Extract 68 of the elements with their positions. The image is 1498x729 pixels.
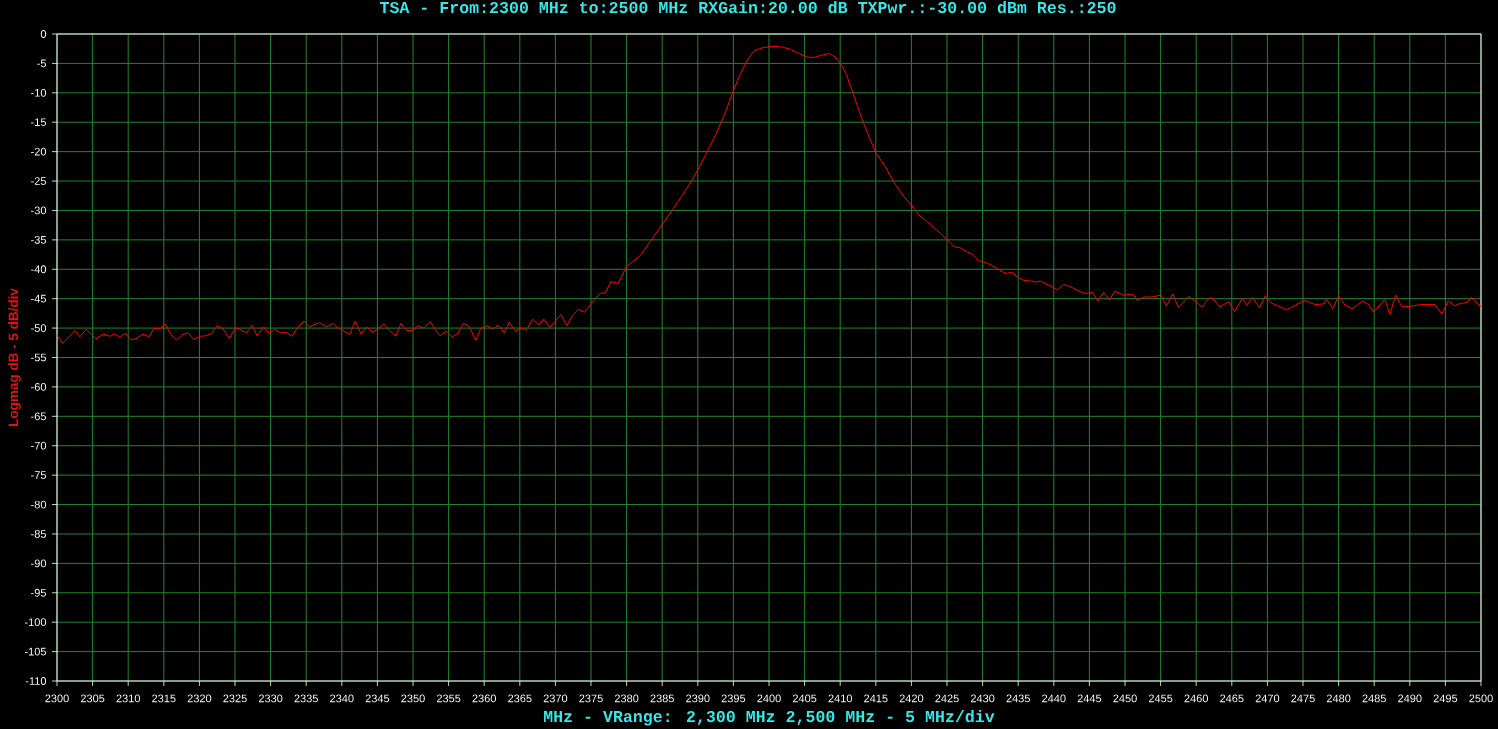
x-tick-label: 2500 — [1469, 694, 1493, 703]
x-tick-label: 2375 — [579, 694, 603, 703]
x-tick-label: 2495 — [1433, 694, 1458, 703]
y-tick-label: -85 — [31, 530, 47, 538]
y-tick-label: -5 — [37, 59, 47, 68]
y-tick-label: -30 — [31, 206, 47, 215]
x-tick-label: 2445 — [1077, 694, 1102, 703]
y-tick-label: -15 — [31, 118, 47, 127]
x-tick-label: 2400 — [757, 694, 781, 703]
y-tick-label: -105 — [24, 647, 47, 656]
x-axis-title: MHz - VRange: 2,300 MHz 2,500 MHz - 5 MHz/div — [544, 709, 995, 726]
x-tick-label: 2450 — [1113, 694, 1137, 703]
y-tick-label: -10 — [31, 88, 47, 97]
line-series — [57, 45, 1481, 344]
y-tick-label: -80 — [31, 500, 47, 509]
x-tick-label: 2320 — [187, 694, 212, 703]
y-tick-label: -35 — [31, 235, 47, 244]
y-tick-label: -110 — [25, 677, 47, 685]
x-tick-label: 2470 — [1255, 694, 1280, 703]
x-tick-label: 2415 — [864, 694, 888, 703]
y-tick-label: -95 — [31, 588, 47, 597]
y-tick-label: -40 — [31, 265, 47, 274]
x-tick-label: 2440 — [1042, 694, 1066, 703]
y-tick-label: -70 — [31, 441, 47, 450]
y-tick-label: -45 — [31, 294, 47, 303]
x-tick-label: 2465 — [1220, 694, 1244, 703]
x-tick-label: 2405 — [792, 694, 817, 703]
x-tick-label: 2365 — [508, 694, 532, 703]
x-tick-label: 2425 — [935, 694, 959, 703]
x-tick-label: 2395 — [721, 694, 746, 703]
x-tick-label: 2340 — [330, 694, 354, 703]
x-tick-label: 2370 — [543, 694, 568, 703]
x-tick-label: 2310 — [116, 694, 140, 703]
x-tick-label: 2350 — [401, 694, 425, 703]
y-tick-label: -90 — [31, 559, 47, 568]
x-tick-label: 2300 — [45, 694, 69, 703]
x-tick-label: 2420 — [899, 694, 924, 703]
x-tick-label: 2480 — [1326, 694, 1351, 703]
y-tick-label: -100 — [24, 618, 47, 627]
x-tick-label: 2335 — [294, 694, 318, 703]
y-tick-label: -75 — [31, 471, 47, 479]
x-tick-label: 2460 — [1184, 694, 1208, 703]
y-tick-label: -55 — [31, 353, 47, 362]
x-tick-label: 2380 — [614, 694, 639, 703]
x-tick-label: 2360 — [472, 694, 496, 703]
y-tick-label: -25 — [31, 177, 47, 185]
x-tick-label: 2355 — [436, 694, 461, 703]
x-tick-label: 2390 — [686, 694, 710, 703]
x-tick-label: 2430 — [970, 694, 995, 703]
x-tick-label: 2455 — [1148, 694, 1173, 703]
chart-title: TSA - From:2300 MHz to:2500 MHz RXGain:20.00 dB TXPwr.:-30.00 dBm Res.:250 — [379, 0, 1116, 14]
x-tick-label: 2315 — [152, 694, 176, 703]
x-tick-label: 2410 — [828, 694, 852, 703]
y-axis-title: Logmag dB - 5 dB/div — [8, 288, 21, 426]
x-tick-label: 2485 — [1362, 694, 1386, 703]
y-tick-label: 0 — [40, 30, 47, 38]
x-tick-label: 2435 — [1006, 694, 1030, 703]
x-tick-label: 2325 — [223, 694, 247, 703]
x-tick-label: 2345 — [365, 694, 390, 703]
y-tick-label: -20 — [31, 147, 47, 156]
y-tick-label: -50 — [31, 324, 47, 332]
x-tick-label: 2475 — [1291, 694, 1315, 703]
x-tick-label: 2305 — [80, 694, 105, 703]
x-tick-label: 2330 — [258, 694, 283, 703]
x-tick-label: 2490 — [1398, 694, 1422, 703]
y-tick-label: -65 — [31, 412, 47, 421]
x-tick-label: 2385 — [650, 694, 674, 703]
y-tick-label: -60 — [31, 383, 47, 391]
